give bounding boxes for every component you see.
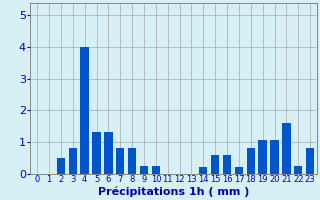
Bar <box>81 47 89 174</box>
Bar <box>104 132 113 174</box>
Bar <box>140 166 148 174</box>
Bar <box>294 166 302 174</box>
Bar <box>211 155 219 174</box>
Bar <box>92 132 101 174</box>
Bar <box>68 148 77 174</box>
Bar <box>306 148 314 174</box>
Bar <box>259 140 267 174</box>
Bar <box>199 167 207 174</box>
Bar <box>57 158 65 174</box>
Bar <box>270 140 279 174</box>
Bar <box>116 148 124 174</box>
Bar <box>152 166 160 174</box>
Bar <box>282 123 291 174</box>
Bar <box>247 148 255 174</box>
Bar <box>235 167 243 174</box>
Bar <box>223 155 231 174</box>
Bar <box>128 148 136 174</box>
X-axis label: Précipitations 1h ( mm ): Précipitations 1h ( mm ) <box>98 187 249 197</box>
